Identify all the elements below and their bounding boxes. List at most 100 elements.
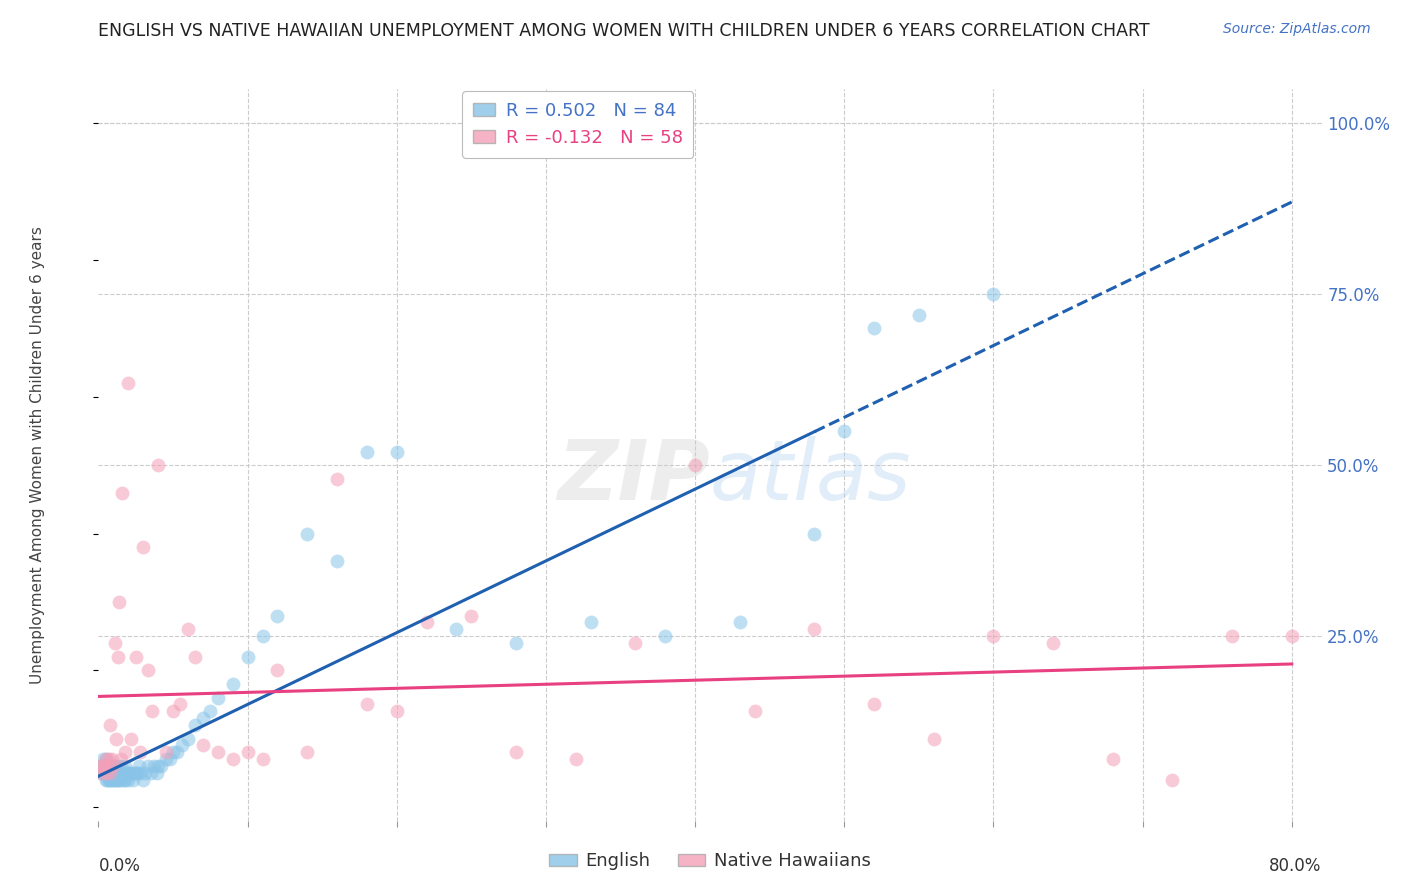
Point <box>803 622 825 636</box>
Point <box>107 649 129 664</box>
Point <box>98 765 121 780</box>
Point <box>744 704 766 718</box>
Point <box>145 765 167 780</box>
Point <box>120 765 142 780</box>
Point <box>108 772 131 787</box>
Point <box>146 759 169 773</box>
Point <box>117 765 139 780</box>
Point <box>107 759 129 773</box>
Point <box>385 704 408 718</box>
Point <box>162 745 184 759</box>
Point <box>654 629 676 643</box>
Point <box>94 765 117 780</box>
Text: 80.0%: 80.0% <box>1270 857 1322 875</box>
Point <box>191 711 214 725</box>
Point <box>108 595 131 609</box>
Point <box>110 772 132 787</box>
Point <box>136 663 159 677</box>
Point <box>177 731 200 746</box>
Point <box>236 649 259 664</box>
Point <box>97 772 120 787</box>
Point <box>105 765 128 780</box>
Point <box>110 759 132 773</box>
Point <box>252 752 274 766</box>
Point <box>1042 636 1064 650</box>
Text: 0.0%: 0.0% <box>98 857 141 875</box>
Point <box>114 772 136 787</box>
Point <box>252 629 274 643</box>
Point <box>415 615 437 630</box>
Point <box>683 458 706 472</box>
Point <box>221 752 243 766</box>
Point <box>150 759 173 773</box>
Point <box>863 698 886 712</box>
Point <box>121 772 143 787</box>
Point <box>356 698 378 712</box>
Point <box>117 772 139 787</box>
Point <box>89 759 111 773</box>
Point <box>863 321 886 335</box>
Point <box>96 759 118 773</box>
Point <box>104 772 127 787</box>
Point <box>89 759 111 773</box>
Point <box>105 731 128 746</box>
Point <box>565 752 588 766</box>
Point <box>169 698 191 712</box>
Point <box>159 752 181 766</box>
Point <box>101 772 124 787</box>
Point <box>579 615 602 630</box>
Point <box>505 745 527 759</box>
Point <box>129 745 152 759</box>
Point <box>184 649 207 664</box>
Text: Unemployment Among Women with Children Under 6 years: Unemployment Among Women with Children U… <box>30 226 45 684</box>
Point <box>94 765 117 780</box>
Point <box>90 765 112 780</box>
Point <box>91 765 114 780</box>
Point <box>117 376 139 391</box>
Point <box>93 765 115 780</box>
Point <box>266 608 288 623</box>
Point <box>1161 772 1184 787</box>
Point <box>98 765 121 780</box>
Point <box>1220 629 1243 643</box>
Point <box>177 622 200 636</box>
Text: Source: ZipAtlas.com: Source: ZipAtlas.com <box>1223 22 1371 37</box>
Point <box>94 752 117 766</box>
Point <box>103 772 125 787</box>
Point <box>94 772 117 787</box>
Point <box>356 444 378 458</box>
Point <box>91 752 114 766</box>
Point <box>97 759 120 773</box>
Point <box>297 526 319 541</box>
Point <box>132 540 155 554</box>
Point <box>983 629 1005 643</box>
Point <box>134 765 156 780</box>
Point <box>155 752 177 766</box>
Point <box>184 718 207 732</box>
Point <box>136 759 159 773</box>
Point <box>103 765 125 780</box>
Point <box>93 759 115 773</box>
Point <box>129 765 152 780</box>
Point <box>832 424 855 438</box>
Point <box>624 636 647 650</box>
Point <box>111 765 134 780</box>
Point <box>162 704 184 718</box>
Point <box>922 731 945 746</box>
Point <box>114 745 136 759</box>
Point <box>103 759 125 773</box>
Point <box>266 663 288 677</box>
Point <box>128 759 150 773</box>
Point <box>803 526 825 541</box>
Point <box>110 752 132 766</box>
Point <box>91 759 114 773</box>
Point <box>111 485 134 500</box>
Point <box>139 765 162 780</box>
Point <box>94 752 117 766</box>
Legend: English, Native Hawaiians: English, Native Hawaiians <box>543 845 877 878</box>
Point <box>103 759 125 773</box>
Point <box>460 608 482 623</box>
Point <box>505 636 527 650</box>
Point <box>125 765 148 780</box>
Point <box>908 308 931 322</box>
